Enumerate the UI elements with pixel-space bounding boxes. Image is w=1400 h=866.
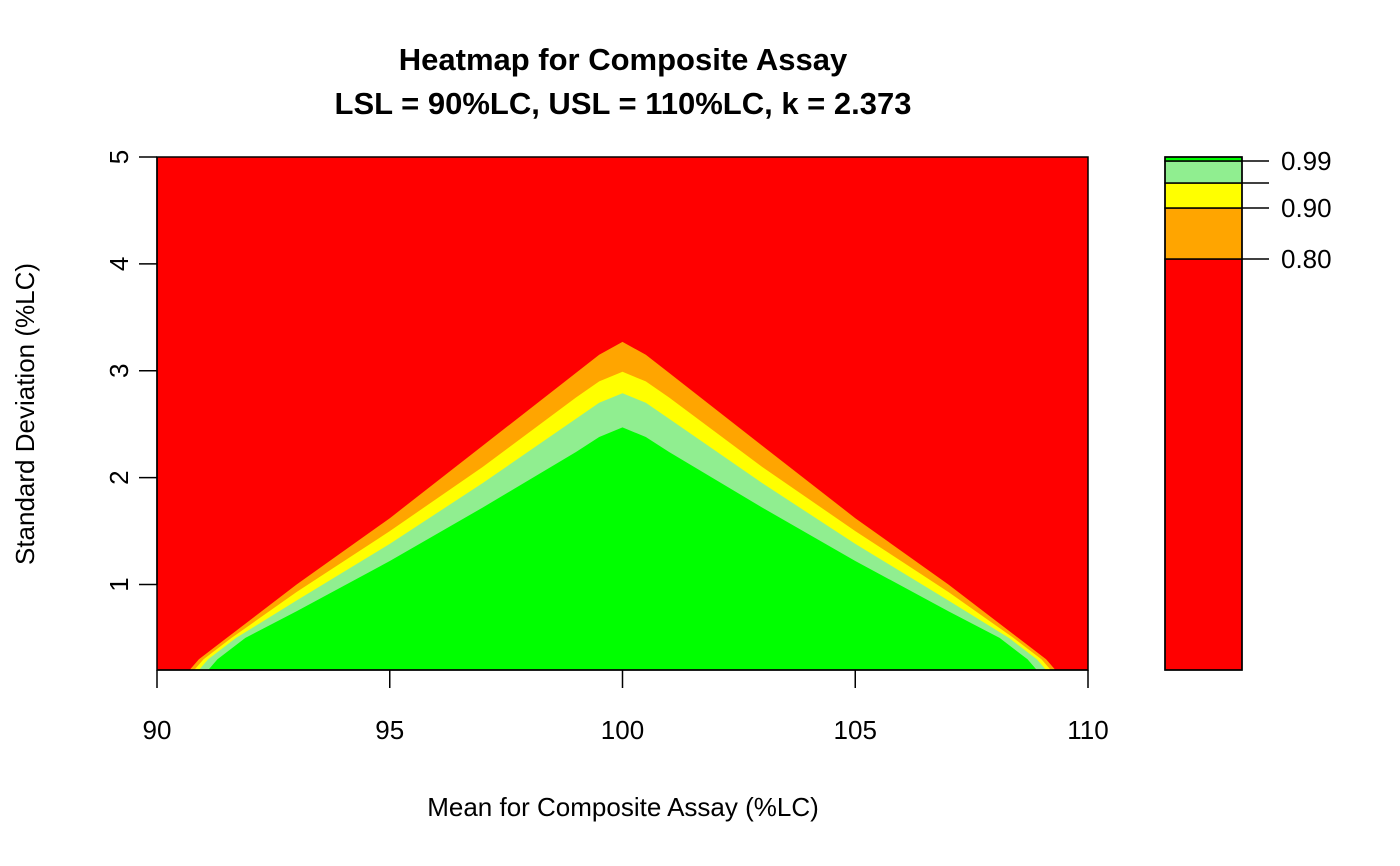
x-axis-label: Mean for Composite Assay (%LC) [427,792,819,822]
x-tick-label: 95 [375,715,404,745]
x-tick-label: 90 [143,715,172,745]
legend-swatch [1164,160,1243,184]
legend-swatch [1164,258,1243,671]
y-axis: 1 2 3 4 5 [104,150,158,592]
legend-swatch [1164,207,1243,260]
legend-label: 0.80 [1281,244,1332,274]
y-axis-label: Standard Deviation (%LC) [10,263,40,565]
chart-subtitle: LSL = 90%LC, USL = 110%LC, k = 2.373 [335,86,912,121]
contour-region-0_99 [208,427,1037,670]
y-tick-label: 5 [104,150,134,164]
plot-area [156,156,1089,671]
color-legend: 0.99 0.90 0.80 [1164,146,1332,671]
x-tick-label: 110 [1067,715,1108,745]
x-tick-label: 100 [601,715,644,745]
y-tick-label: 2 [104,470,134,484]
legend-frame [1164,156,1243,671]
x-axis: 90 95 100 105 110 [143,669,1109,745]
legend-swatch [1164,182,1243,209]
y-tick-label: 3 [104,364,134,378]
x-tick-label: 105 [834,715,877,745]
legend-label: 0.99 [1281,146,1332,176]
y-tick-label: 1 [104,577,134,591]
legend-label: 0.90 [1281,193,1332,223]
y-tick-label: 4 [104,257,134,271]
chart-title: Heatmap for Composite Assay [399,42,848,77]
